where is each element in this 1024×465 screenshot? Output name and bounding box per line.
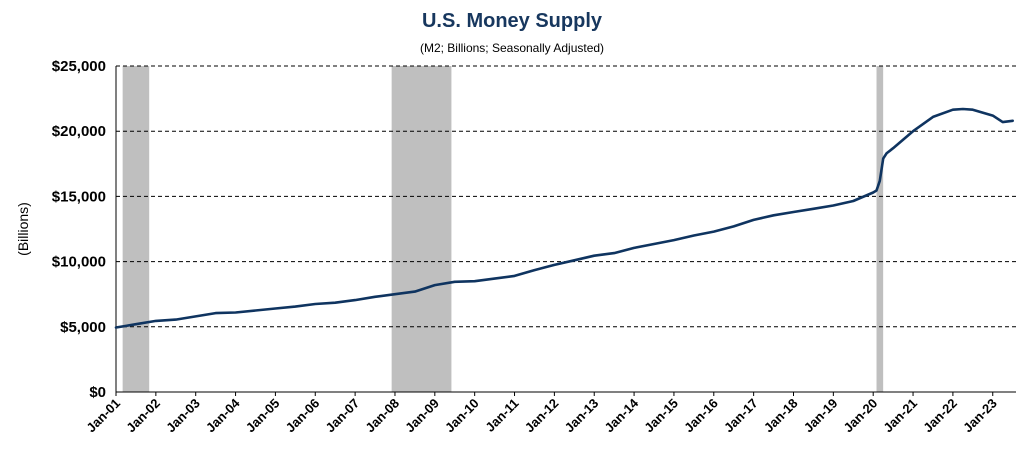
chart-subtitle: (M2; Billions; Seasonally Adjusted) bbox=[420, 41, 604, 55]
x-tick-label: Jan-20 bbox=[841, 396, 881, 436]
y-tick-label: $20,000 bbox=[52, 123, 106, 140]
x-tick-label: Jan-09 bbox=[402, 396, 442, 436]
y-tick-label: $25,000 bbox=[52, 58, 106, 75]
x-tick-label: Jan-22 bbox=[920, 396, 960, 436]
x-tick-label: Jan-04 bbox=[203, 395, 243, 435]
y-tick-label: $10,000 bbox=[52, 254, 106, 271]
x-tick-label: Jan-07 bbox=[322, 396, 362, 436]
x-tick-label: Jan-16 bbox=[681, 396, 721, 436]
x-tick-label: Jan-15 bbox=[641, 396, 681, 436]
gridlines bbox=[116, 65, 1016, 328]
axes bbox=[115, 66, 1016, 393]
recession-band bbox=[876, 66, 884, 392]
x-tick-label: Jan-21 bbox=[880, 396, 920, 436]
chart-title: U.S. Money Supply bbox=[422, 10, 603, 32]
x-tick-label: Jan-05 bbox=[243, 396, 283, 436]
x-tick-label: Jan-08 bbox=[362, 396, 402, 436]
x-tick-label: Jan-17 bbox=[721, 396, 761, 436]
x-tick-label: Jan-03 bbox=[163, 396, 203, 436]
x-tick-label: Jan-18 bbox=[761, 396, 801, 436]
x-tick-label: Jan-11 bbox=[482, 396, 521, 435]
y-tick-label: $15,000 bbox=[52, 188, 106, 205]
x-tick-label: Jan-06 bbox=[283, 396, 323, 436]
x-tick-label: Jan-01 bbox=[83, 396, 123, 436]
recession-band bbox=[122, 66, 150, 392]
x-tick-label: Jan-12 bbox=[522, 396, 562, 436]
y-tick-label: $5,000 bbox=[60, 319, 106, 336]
x-tick-labels: Jan-01 Jan-02 Jan-03 Jan-04 Jan-05 Jan-06 Jan-… bbox=[83, 392, 1000, 436]
recession-band bbox=[391, 66, 452, 392]
x-tick-label: Jan-02 bbox=[123, 396, 163, 436]
x-tick-label: Jan-19 bbox=[801, 396, 841, 436]
y-tick-labels: $0 $5,000 $10,000 $15,000 $20,000 $25,000 bbox=[52, 58, 106, 401]
recession-bands bbox=[122, 66, 884, 392]
m2-series-line bbox=[114, 107, 1014, 329]
x-tick-label: Jan-23 bbox=[960, 396, 1000, 436]
y-tick-label: $0 bbox=[89, 384, 106, 401]
y-axis-label: (Billions) bbox=[15, 202, 31, 256]
x-tick-label: Jan-14 bbox=[601, 395, 641, 435]
x-tick-label: Jan-10 bbox=[442, 396, 482, 436]
x-tick-label: Jan-13 bbox=[562, 396, 602, 436]
